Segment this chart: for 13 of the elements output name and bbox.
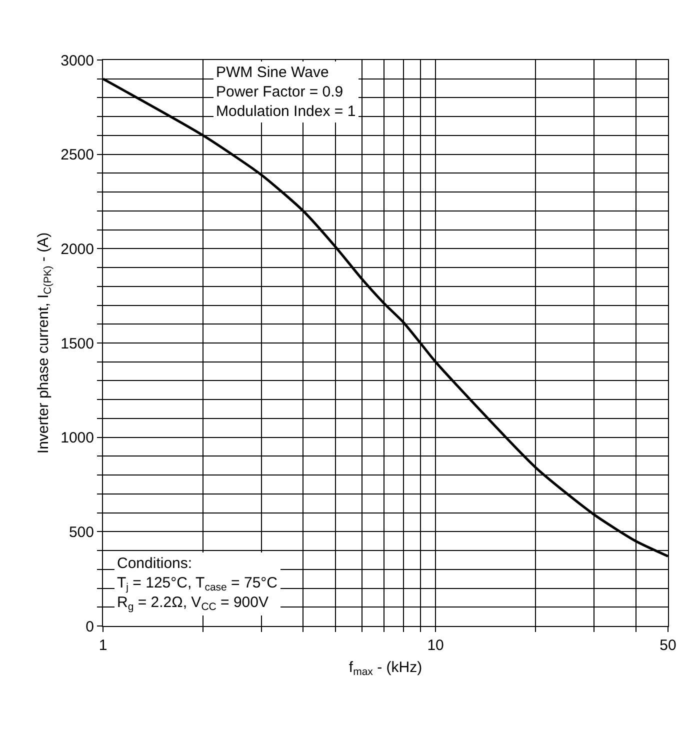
- y-tick-label: 1500: [60, 335, 94, 352]
- text: Conditions: T$_{j}$ = 125°C, T$_{case}$ = 75°C R$_{g}$ = 2.2Ω, V$_{CC}$ = 900V: [117, 555, 278, 614]
- y-tick-label: 0: [86, 618, 94, 636]
- y-tick-label: 2000: [60, 240, 94, 258]
- x-tick-label: 1: [98, 637, 108, 654]
- x-tick-label: 10: [427, 637, 444, 654]
- annotation: PWM Sine Wave Power Factor = 0.9 Modulation Index = 1: [216, 64, 356, 120]
- y-tick-label: 1000: [60, 430, 94, 447]
- y-tick-label: 500: [68, 524, 94, 541]
- y-tick-label: 2500: [60, 146, 94, 164]
- x-axis-title: f$_{max}$ - (kHz): [348, 659, 422, 678]
- y-tick-label: 3000: [60, 52, 94, 70]
- x-tick-label: 50: [660, 637, 676, 654]
